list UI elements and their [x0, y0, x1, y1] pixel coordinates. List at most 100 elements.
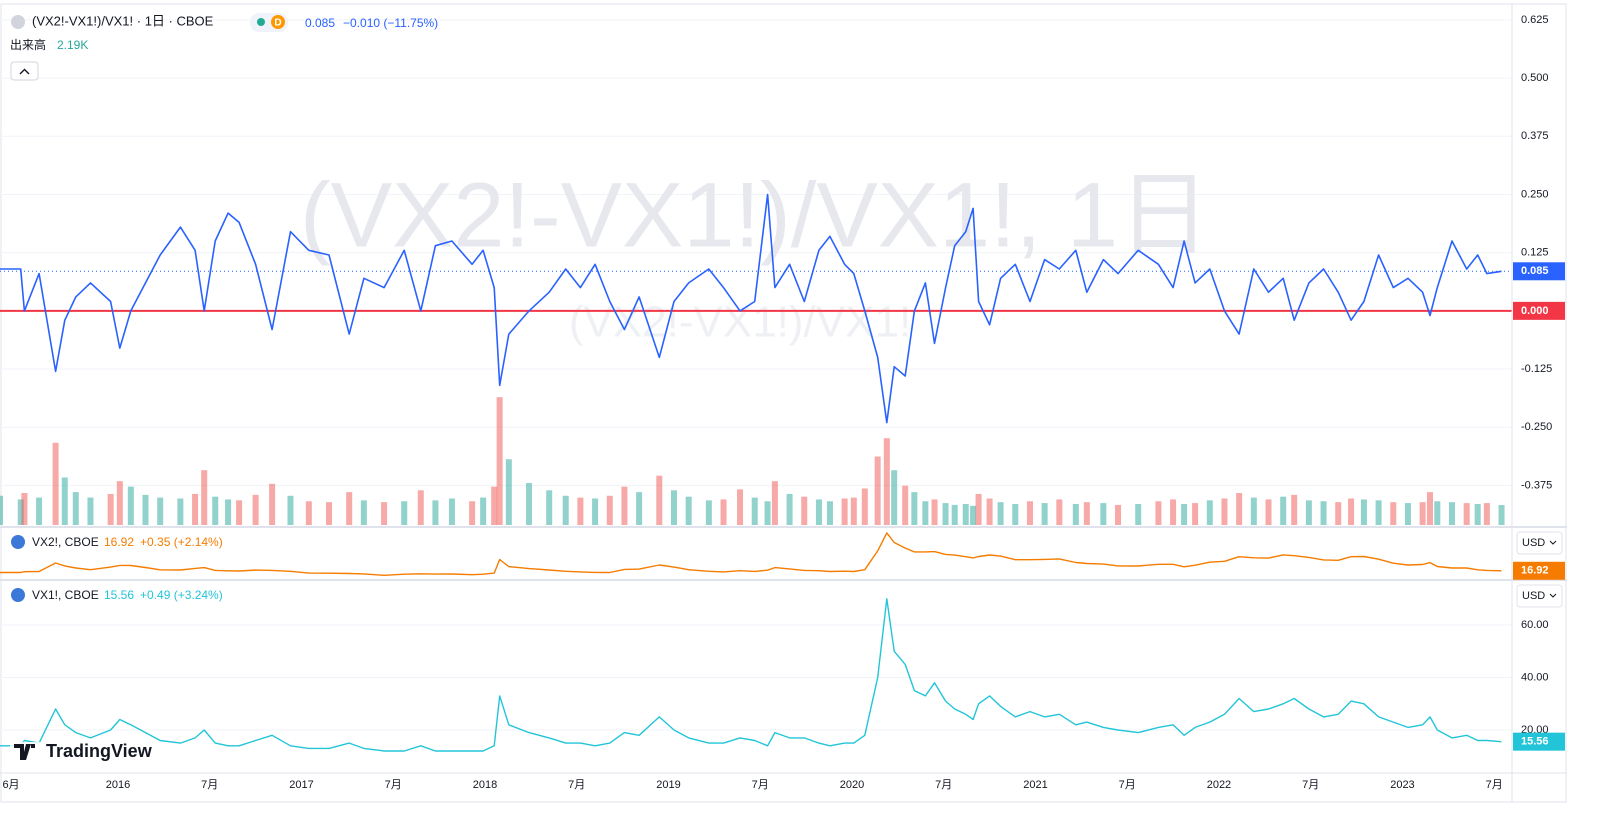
volume-bar	[401, 501, 408, 525]
volume-bar	[670, 490, 677, 525]
volume-bar	[685, 496, 692, 525]
y-tick-label: 60.00	[1521, 619, 1549, 631]
volume-bar	[902, 485, 909, 525]
volume-bar	[592, 498, 599, 525]
volume-bar	[236, 500, 243, 525]
volume-bar	[61, 477, 68, 525]
volume-bar	[142, 494, 149, 525]
collapse-button[interactable]	[10, 61, 39, 81]
currency-button[interactable]	[1516, 531, 1563, 555]
volume-bar	[1375, 500, 1382, 525]
volume-bar	[951, 504, 958, 525]
market-open-dot	[257, 18, 265, 26]
volume-bar	[116, 481, 123, 525]
volume-bar	[771, 481, 778, 525]
volume-bar	[212, 496, 219, 525]
y-tick-label: 0.625	[1521, 14, 1549, 26]
price-label-box	[1513, 301, 1565, 320]
volume-bar	[1348, 498, 1355, 525]
volume-bar	[1012, 503, 1019, 525]
x-tick-label: 2023	[1390, 779, 1414, 791]
volume-bar	[269, 483, 276, 525]
volume-bar	[606, 495, 613, 525]
volume-bar	[1181, 503, 1188, 525]
volume-bar	[861, 488, 868, 525]
volume-bar	[975, 493, 982, 525]
volume-bar	[52, 442, 59, 525]
volume-bar	[505, 459, 512, 525]
volume-bar	[252, 494, 259, 525]
y-tick-label: -0.125	[1521, 363, 1552, 375]
volume-bar	[1448, 502, 1455, 525]
legend-title: VX1!, CBOE	[32, 588, 99, 602]
volume-bar	[931, 499, 938, 525]
volume-bar	[469, 501, 476, 525]
volume-bar	[1135, 503, 1142, 525]
volume-bar	[636, 492, 643, 525]
volume-bar	[577, 497, 584, 525]
volume-bar	[1335, 502, 1342, 525]
currency: USD	[1522, 590, 1545, 602]
y-tick-label: 40.00	[1521, 671, 1549, 683]
x-tick-label: 7月	[201, 779, 218, 791]
volume-bar	[1498, 504, 1505, 525]
x-tick-label: 2016	[106, 779, 130, 791]
line-series	[0, 532, 1502, 576]
dropdown-icon	[1549, 593, 1557, 598]
branding[interactable]: TradingView	[46, 741, 153, 761]
dropdown-icon	[1549, 540, 1557, 545]
volume-bar	[87, 497, 94, 525]
branding-bg	[10, 742, 168, 762]
volume-bar	[815, 499, 822, 525]
volume-bar	[1360, 499, 1367, 525]
y-tick-label: 0.375	[1521, 130, 1549, 142]
volume-bar	[496, 397, 503, 525]
volume-bar	[997, 502, 1004, 525]
change: +0.35 (+2.14%)	[140, 535, 223, 549]
x-tick-label: 2020	[840, 779, 864, 791]
volume-last: 2.19K	[57, 38, 88, 52]
volume-bar	[621, 486, 628, 525]
volume-bar	[1291, 494, 1298, 525]
volume-bar	[1170, 499, 1177, 525]
x-tick-label: 6月	[2, 779, 19, 791]
last-value: 0.085	[305, 16, 335, 30]
currency-button[interactable]	[1516, 584, 1563, 608]
volume-bar	[656, 475, 663, 525]
volume-bar	[448, 498, 455, 525]
y-tick-label: -0.375	[1521, 479, 1552, 491]
volume-bar	[1434, 501, 1441, 525]
volume-bar	[1206, 500, 1213, 525]
price: 15.56	[104, 588, 134, 602]
volume-bar	[432, 500, 439, 525]
volume-bar	[1265, 499, 1272, 525]
volume-bar	[841, 498, 848, 525]
volume-bar	[751, 497, 758, 525]
frame	[0, 3, 1567, 803]
volume-bar	[764, 501, 771, 525]
volume-bar	[942, 503, 949, 525]
volume-bar	[546, 490, 553, 525]
volume-bar	[177, 498, 184, 525]
volume-bar	[737, 489, 744, 525]
volume-bar	[201, 470, 208, 525]
volume-bar	[1041, 503, 1048, 525]
volume-bar	[1083, 502, 1090, 525]
x-tick-label: 7月	[1119, 779, 1136, 791]
branding-logo	[14, 744, 35, 760]
volume-name: 出来高	[10, 37, 46, 52]
change: +0.49 (+3.24%)	[140, 588, 223, 602]
price-label: 15.56	[1521, 736, 1549, 748]
price-label-box	[1513, 561, 1565, 580]
legend-title[interactable]: (VX2!-VX1!)/VX1! · 1日 · CBOE	[32, 13, 214, 28]
volume-bar	[1236, 493, 1243, 525]
volume-bar	[526, 482, 533, 525]
volume-bar	[874, 456, 881, 525]
x-tick-label: 7月	[385, 779, 402, 791]
volume-bar	[1390, 502, 1397, 525]
volume-bar	[21, 493, 28, 525]
volume-bar	[225, 499, 232, 525]
volume-bar	[562, 495, 569, 525]
